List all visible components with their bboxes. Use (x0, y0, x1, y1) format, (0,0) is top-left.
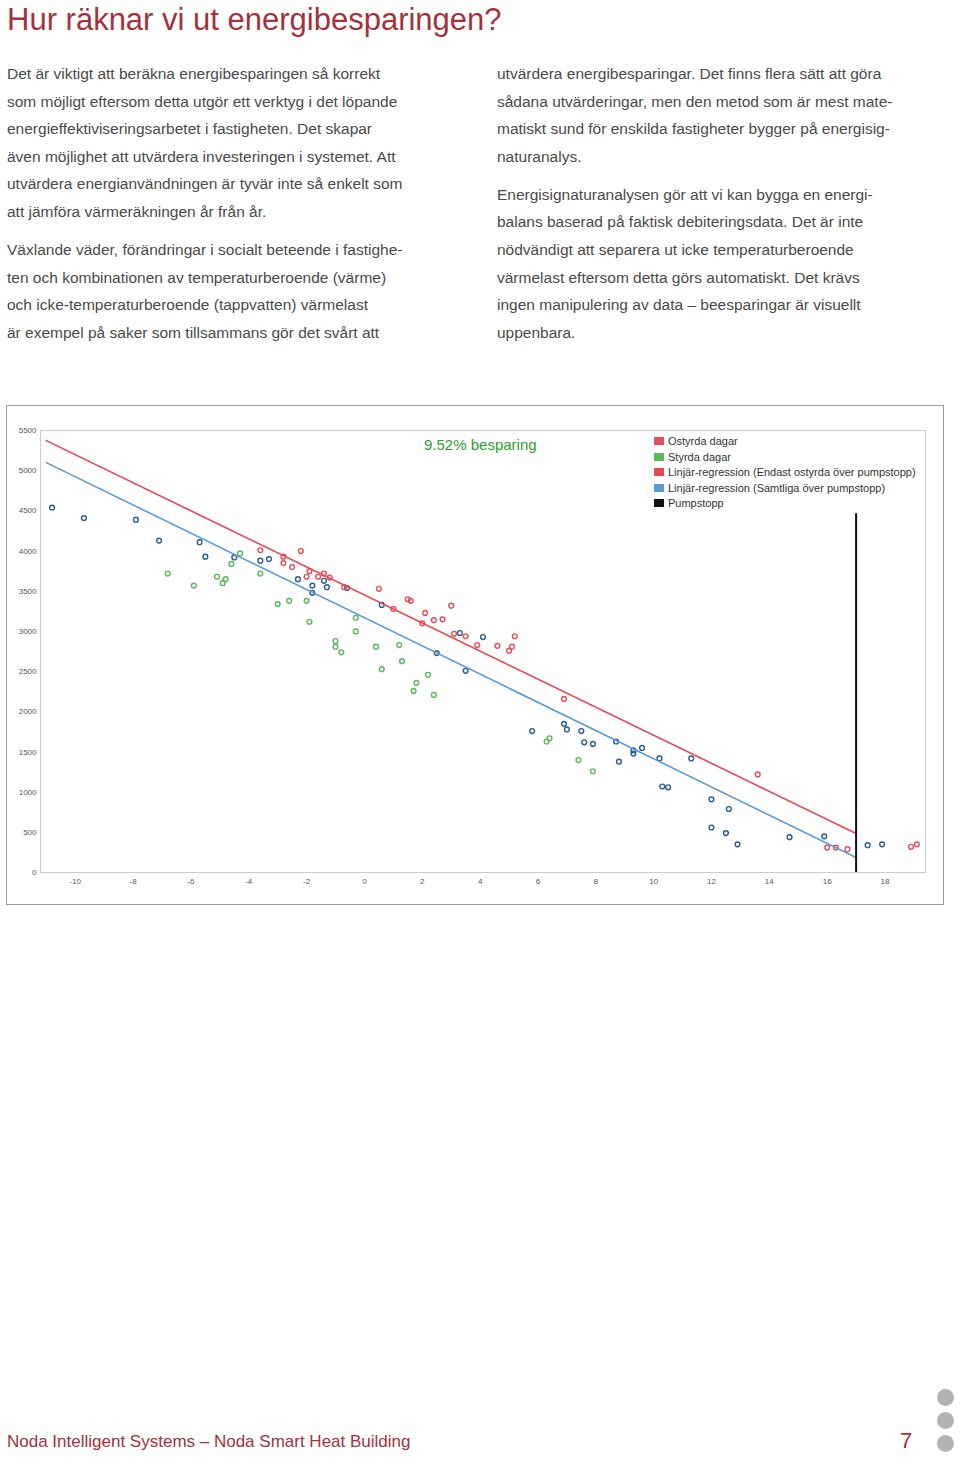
html-text:ten och kombinationen av tempe: ten och kombinationen av temperaturberoe… (7, 268, 387, 286)
html-text:Noda Intelligent Systems – Nod: Noda Intelligent Systems – Noda Smart He… (7, 1432, 411, 1451)
svg-text:4500: 4500 (19, 506, 37, 515)
svg-text:3500: 3500 (19, 587, 37, 596)
svg-text:0: 0 (32, 868, 37, 877)
svg-text:1500: 1500 (19, 748, 37, 757)
html-text:Linjär-regression (Endast osty: Linjär-regression (Endast ostyrda över p… (668, 466, 916, 479)
html-text:Linjär-regression (Samtliga öv: Linjär-regression (Samtliga över pumpsto… (668, 481, 885, 494)
html-text:Pumpstopp: Pumpstopp (668, 497, 724, 510)
svg-text:1000: 1000 (19, 788, 37, 797)
html-text:värmelast eftersom detta görs: värmelast eftersom detta görs automatisk… (497, 268, 860, 286)
svg-text:8: 8 (594, 877, 599, 886)
svg-text:4: 4 (478, 877, 483, 886)
svg-text:0: 0 (362, 877, 367, 886)
html-text:utvärdera energianvändningen ä: utvärdera energianvändningen är tyvär in… (7, 175, 403, 193)
svg-text:500: 500 (23, 828, 37, 837)
svg-text:-8: -8 (129, 877, 137, 886)
svg-text:-10: -10 (69, 877, 81, 886)
svg-text:5000: 5000 (19, 466, 37, 475)
svg-text:-6: -6 (187, 877, 195, 886)
html-text:ingen manipulering av data – b: ingen manipulering av data – beesparinga… (497, 296, 861, 314)
html-text:balans baserad på faktisk debi: balans baserad på faktisk debiteringsdat… (497, 213, 864, 231)
svg-text:2500: 2500 (19, 667, 37, 676)
html-text:energieffektiviseringsarbetet: energieffektiviseringsarbetet i fastighe… (7, 120, 372, 138)
svg-text:14: 14 (765, 877, 774, 886)
html-text:uppenbara.: uppenbara. (497, 323, 576, 341)
html-text:utvärdera energibesparingar. D: utvärdera energibesparingar. Det finns f… (497, 65, 882, 82)
svg-text:10: 10 (649, 877, 658, 886)
svg-text:12: 12 (707, 877, 716, 886)
html-text:Styrda dagar: Styrda dagar (668, 450, 731, 463)
svg-text:-2: -2 (303, 877, 311, 886)
html-text:att jämföra värmeräkningen år: att jämföra värmeräkningen år från år. (7, 203, 267, 220)
html-text:9.52% besparing: 9.52% besparing (424, 436, 537, 453)
html-text:Det är viktigt att beräkna ene: Det är viktigt att beräkna energibespari… (7, 65, 381, 82)
svg-text:18: 18 (881, 877, 890, 886)
html-text:är exempel på saker som tillsa: är exempel på saker som tillsammans gör … (7, 323, 380, 341)
svg-text:5500: 5500 (19, 426, 37, 435)
html-text:sådana utvärderingar, men den: sådana utvärderingar, men den metod som … (497, 92, 893, 110)
html-text:Ostyrda dagar: Ostyrda dagar (668, 435, 738, 447)
html-text:och icke-temperaturberoende (t: och icke-temperaturberoende (tappvatten)… (7, 296, 368, 314)
html-text:som möjligt eftersom detta utg: som möjligt eftersom detta utgör ett ver… (7, 92, 398, 110)
html-text:även möjlighet att utvärdera i: även möjlighet att utvärdera investering… (7, 147, 396, 165)
svg-text:4000: 4000 (19, 547, 37, 556)
html-text:Hur räknar vi ut energibespari: Hur räknar vi ut energibesparingen? (7, 2, 502, 37)
svg-text:-4: -4 (245, 877, 253, 886)
html-text:naturanalys.: naturanalys. (497, 147, 582, 165)
svg-text:6: 6 (536, 877, 541, 886)
svg-text:16: 16 (823, 877, 832, 886)
html-text:matiskt sund för enskilda fast: matiskt sund för enskilda fastigheter by… (497, 120, 890, 138)
svg-text:2: 2 (420, 877, 425, 886)
svg-text:2000: 2000 (19, 707, 37, 716)
html-text:nödvändigt att separera ut ick: nödvändigt att separera ut icke temperat… (497, 241, 854, 259)
svg-text:3000: 3000 (19, 627, 37, 636)
html-text:7: 7 (900, 1428, 913, 1453)
html-text:Energisignaturanalysen gör att: Energisignaturanalysen gör att vi kan by… (497, 185, 873, 203)
html-text:Växlande väder, förändringar i: Växlande väder, förändringar i socialt b… (7, 241, 403, 259)
